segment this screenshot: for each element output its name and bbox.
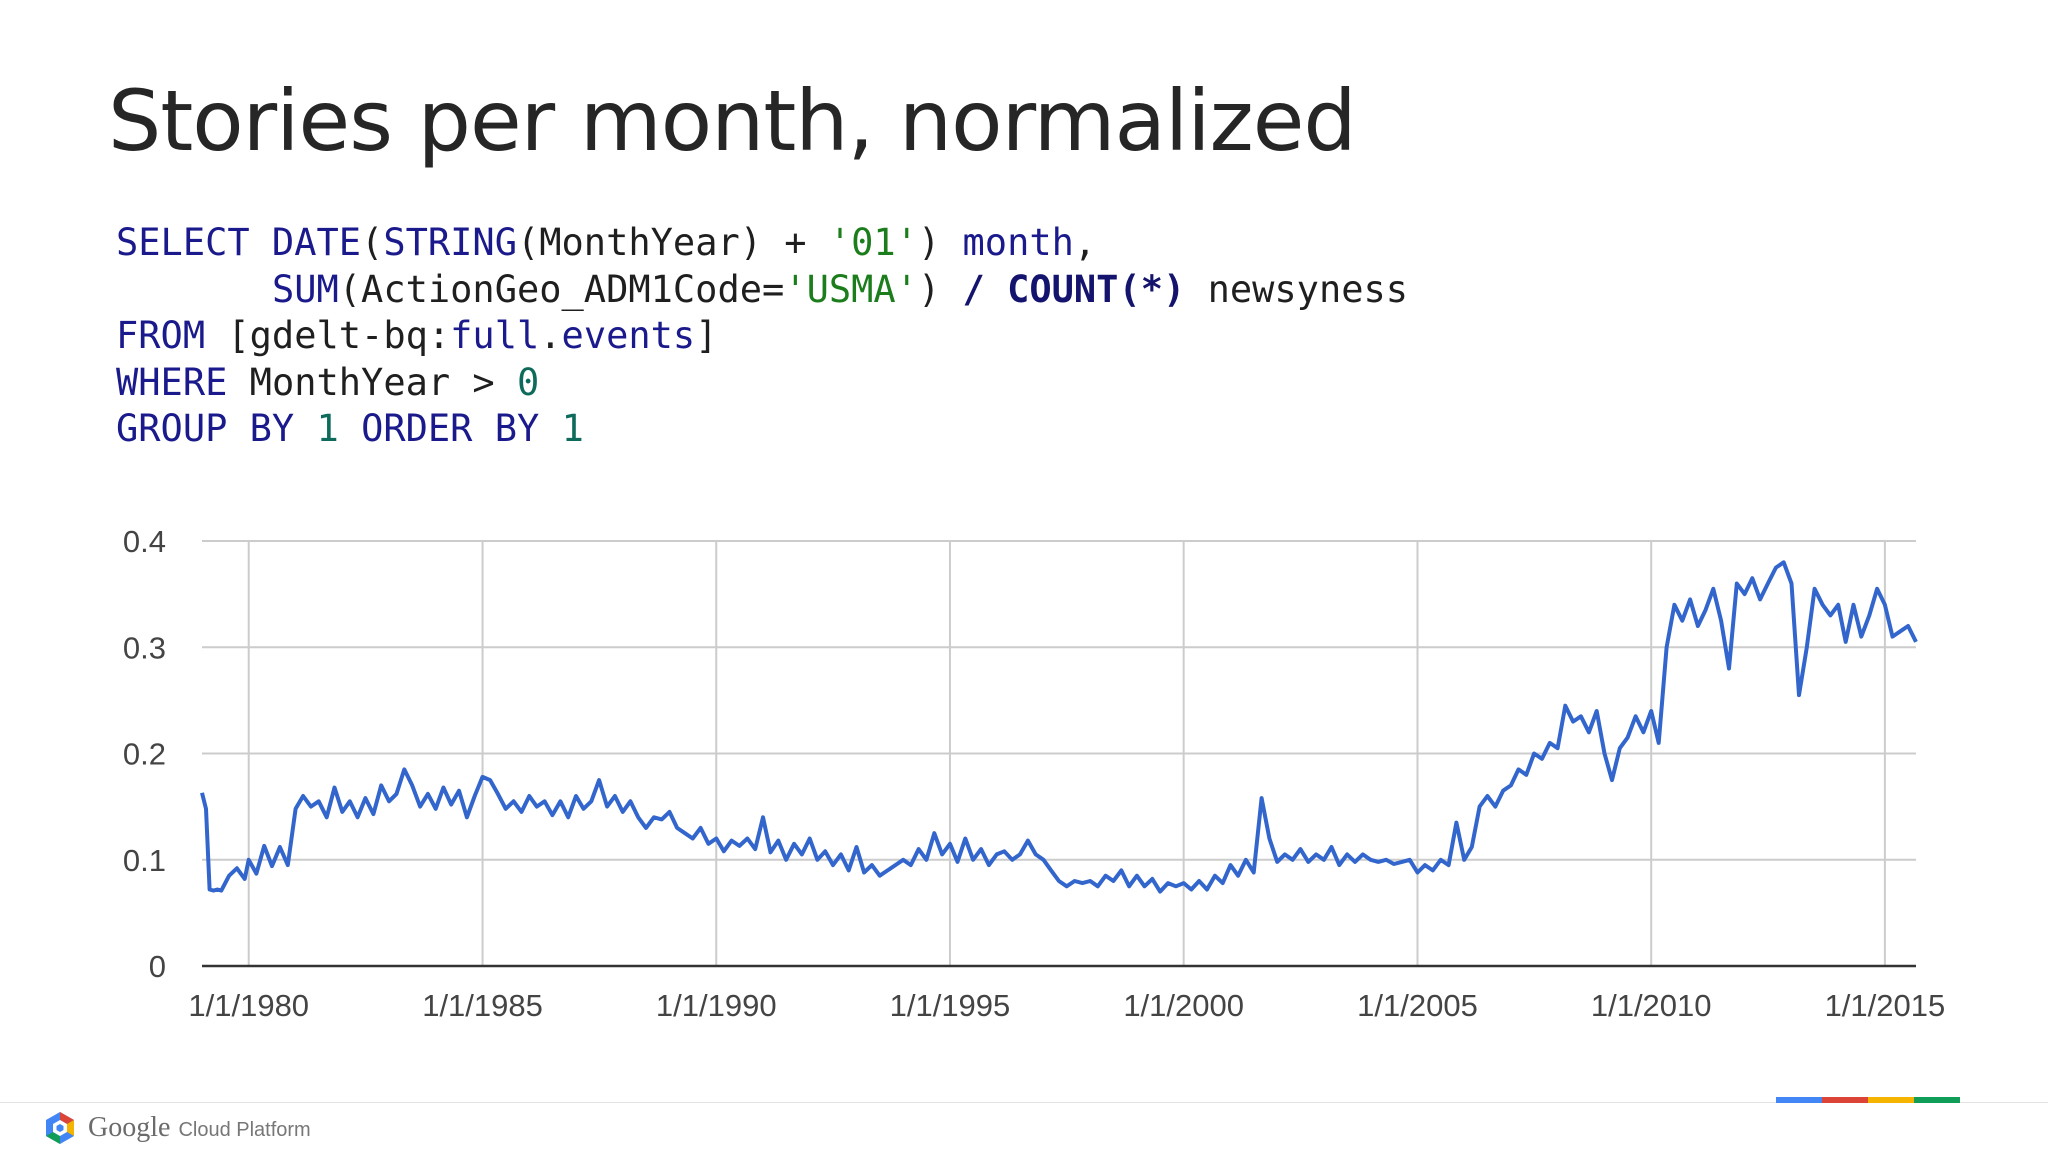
x-gridlines <box>247 541 1886 966</box>
sql-line-3: FROM [gdelt-bq:full.events] <box>116 313 1408 360</box>
sql-token: ORDER BY <box>361 407 540 450</box>
sql-token: (ActionGeo_ADM1Code= <box>338 267 785 311</box>
sql-token: FROM <box>116 314 206 357</box>
brand-product-text: Cloud Platform <box>178 1118 311 1141</box>
sql-token: ] <box>695 314 718 357</box>
brand-color-bar <box>1776 1097 1960 1103</box>
sql-token: 'USMA' <box>784 267 918 311</box>
y-tick-label: 0.1 <box>123 843 166 878</box>
y-axis-labels: 0 0.1 0.2 0.3 0.4 <box>123 524 166 984</box>
series-line <box>200 560 1918 894</box>
series-group <box>200 560 1918 894</box>
sql-token: SELECT DATE <box>116 221 362 264</box>
sql-token: , <box>1073 221 1097 264</box>
sql-token: GROUP BY <box>116 407 295 450</box>
sql-token: newsyness <box>1185 267 1409 311</box>
sql-line-1: SELECT DATE(STRING(MonthYear) + '01') mo… <box>116 220 1408 267</box>
sql-token: ) <box>917 267 963 311</box>
x-tick-label: 1/1/1995 <box>890 988 1011 1023</box>
sql-token: full <box>450 314 540 357</box>
sql-token: WHERE <box>116 360 228 404</box>
y-gridlines <box>202 540 1916 861</box>
sql-token: [gdelt-bq: <box>205 314 451 357</box>
sql-token: COUNT <box>1007 267 1119 311</box>
brand-google-text: Google <box>88 1112 171 1143</box>
x-tick-label: 1/1/1990 <box>656 988 777 1023</box>
sql-line-2: SUM(ActionGeo_ADM1Code='USMA') / COUNT(*… <box>116 267 1408 314</box>
y-tick-label: 0 <box>149 949 166 984</box>
sql-token: (*) <box>1118 267 1186 311</box>
x-tick-label: 1/1/2000 <box>1123 988 1244 1023</box>
x-tick-label: 1/1/2010 <box>1591 988 1712 1023</box>
y-tick-label: 0.3 <box>123 630 166 665</box>
sql-token: '01' <box>828 221 918 264</box>
sql-token: . <box>539 314 562 357</box>
sql-token: ) <box>917 221 963 264</box>
color-bar-segment <box>1914 1097 1960 1103</box>
slide-title: Stories per month, normalized <box>108 72 1357 170</box>
y-tick-label: 0.4 <box>123 524 166 559</box>
sql-token: SUM <box>271 267 339 311</box>
sql-token: (MonthYear) + <box>516 221 829 264</box>
sql-token: 1 <box>561 407 584 450</box>
sql-token: MonthYear > <box>227 360 517 404</box>
sql-line-5: GROUP BY 1 ORDER BY 1 <box>116 406 1408 453</box>
x-tick-label: 1/1/2015 <box>1825 988 1946 1023</box>
footer-divider <box>0 1102 2048 1103</box>
sql-token: 1 <box>316 407 339 450</box>
sql-token: / <box>962 267 985 311</box>
x-tick-label: 1/1/2005 <box>1357 988 1478 1023</box>
line-chart: 00.10.20.30.4 1/1/1980 1/1/1985 1/1/1990 1/… <box>123 524 1945 1023</box>
y-tick-label: 0.2 <box>123 737 166 772</box>
sql-token: events <box>561 314 696 357</box>
sql-token: month <box>962 221 1074 264</box>
color-bar-segment <box>1776 1097 1822 1103</box>
cloud-platform-logo-icon <box>46 1112 74 1144</box>
color-bar-segment <box>1868 1097 1914 1103</box>
color-bar-segment <box>1822 1097 1868 1103</box>
sql-code-block: SELECT DATE(STRING(MonthYear) + '01') mo… <box>116 220 1408 453</box>
sql-token: 0 <box>516 360 540 404</box>
x-axis-labels: 1/1/1980 1/1/1985 1/1/1990 1/1/1995 1/1/2000… <box>188 988 1945 1023</box>
x-tick-label: 1/1/1980 <box>188 988 309 1023</box>
sql-token: ( <box>361 221 384 264</box>
x-tick-label: 1/1/1985 <box>422 988 543 1023</box>
google-cloud-platform-brand: Google Cloud Platform <box>42 1110 311 1146</box>
sql-token: STRING <box>383 221 517 264</box>
sql-line-4: WHERE MonthYear > 0 <box>116 360 1408 407</box>
